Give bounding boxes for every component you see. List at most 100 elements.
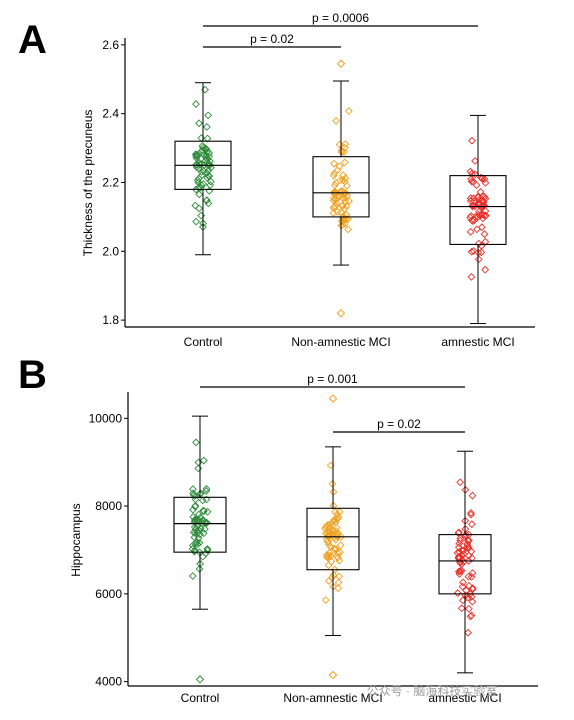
data-point (329, 488, 338, 496)
data-point (195, 490, 204, 498)
data-point (331, 194, 340, 203)
data-point (464, 536, 473, 545)
data-point (461, 485, 470, 494)
data-point (464, 536, 472, 545)
data-point (329, 203, 338, 212)
panel-a-y-ticks: 1.8 2.0 2.2 2.4 2.6 (102, 38, 125, 327)
data-point (324, 561, 333, 570)
box-3 (438, 450, 492, 674)
panel-b-points (188, 394, 477, 684)
data-point (459, 578, 467, 587)
data-point (193, 150, 201, 159)
iqr-box (438, 534, 492, 595)
data-point (464, 604, 473, 613)
data-point (195, 538, 204, 547)
data-point (201, 153, 210, 162)
panel-a-label: A (18, 18, 47, 62)
data-point (331, 518, 340, 527)
data-point (195, 204, 204, 213)
data-point (466, 194, 475, 203)
data-point (206, 181, 215, 189)
data-point (457, 604, 466, 613)
data-point (195, 119, 203, 128)
data-point (461, 525, 470, 533)
panel-b-axes (127, 392, 538, 687)
data-point (335, 572, 344, 581)
data-point (204, 161, 213, 170)
data-point (198, 552, 207, 561)
data-point (199, 516, 208, 525)
data-point (339, 176, 348, 185)
y-tick-label: 10000 (89, 411, 123, 425)
data-point (344, 107, 353, 115)
y-tick-label: 4000 (95, 675, 122, 689)
iqr-box (312, 156, 370, 218)
data-point (204, 199, 213, 208)
data-point (468, 202, 477, 211)
data-point (466, 228, 475, 236)
panel-a: A Thickness of the precuneus 1.8 2.0 2.2 2.… (18, 11, 535, 349)
data-point (456, 478, 465, 487)
data-point (464, 572, 473, 581)
box-1 (173, 415, 227, 610)
data-point (192, 152, 201, 160)
panel-b-significance: p = 0.001 p = 0.02 (200, 372, 465, 433)
data-point (204, 111, 213, 120)
data-point (467, 212, 476, 220)
data-point (340, 188, 348, 197)
data-point (340, 158, 349, 167)
data-point (340, 204, 349, 213)
data-point (464, 628, 472, 637)
data-point (192, 438, 200, 447)
data-point (196, 559, 204, 568)
data-point (195, 190, 204, 199)
data-point (481, 237, 490, 246)
data-point (197, 134, 206, 142)
data-point (468, 491, 477, 500)
data-point (476, 188, 485, 196)
data-point (188, 572, 197, 580)
box-2 (312, 80, 370, 266)
data-point (474, 193, 482, 202)
data-point (464, 530, 473, 539)
data-point (194, 174, 203, 183)
panel-b-boxes (173, 415, 492, 674)
outlier-point (336, 59, 346, 69)
data-point (481, 207, 490, 215)
data-point (333, 510, 342, 519)
iqr-box (306, 507, 360, 571)
data-point (321, 596, 330, 605)
data-point (468, 585, 477, 594)
data-point (189, 513, 198, 521)
data-point (474, 212, 483, 221)
data-point (330, 181, 339, 190)
panel-b: B Hippocampus 4000 6000 8000 10000 Control N… (18, 353, 538, 705)
data-point (198, 223, 207, 231)
data-point (323, 528, 332, 537)
data-point (472, 181, 481, 190)
data-point (468, 597, 477, 606)
data-point (467, 547, 476, 556)
data-point (338, 202, 347, 211)
panel-a-significance: p = 0.0006 p = 0.02 (203, 11, 478, 48)
box-1 (174, 82, 232, 256)
outlier-point (328, 394, 338, 403)
p-value-label: p = 0.0006 (312, 11, 369, 25)
data-point (199, 456, 208, 465)
data-point (455, 570, 464, 578)
data-point (463, 543, 472, 552)
data-point (337, 532, 345, 541)
data-point (328, 480, 337, 488)
category-label: Non-amnestic MCI (283, 691, 382, 705)
data-point (329, 582, 338, 591)
data-point (198, 519, 207, 527)
data-point (477, 202, 486, 211)
data-point (326, 542, 335, 551)
data-point (481, 211, 490, 220)
data-point (192, 161, 200, 169)
p-value-label: p = 0.001 (307, 372, 358, 386)
data-point (467, 510, 475, 519)
data-point (204, 166, 213, 175)
data-point (191, 529, 200, 538)
data-point (468, 554, 476, 562)
